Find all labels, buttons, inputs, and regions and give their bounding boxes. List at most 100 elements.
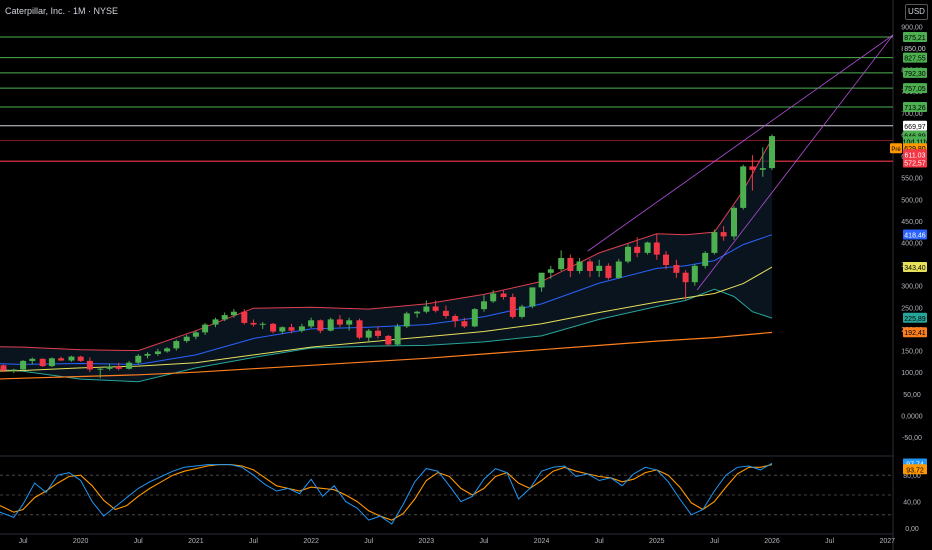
time-tick-label: Jul bbox=[134, 538, 143, 545]
channel-lower-line bbox=[696, 34, 894, 291]
candle-body bbox=[452, 316, 459, 322]
candle-body bbox=[432, 306, 439, 311]
candle-body bbox=[653, 242, 660, 255]
time-tick-label: Jul bbox=[479, 538, 488, 545]
candle-body bbox=[135, 355, 142, 363]
candles bbox=[0, 134, 775, 379]
price-tag-label: 418,46 bbox=[904, 233, 926, 240]
price-axis: 900,00850,00800,00750,00700,00650,00600,… bbox=[890, 24, 927, 533]
candle-body bbox=[173, 341, 180, 349]
candle-body bbox=[39, 358, 46, 367]
pre-market-badge-label: Pré bbox=[891, 147, 901, 153]
candle-body bbox=[509, 297, 516, 317]
candle-body bbox=[144, 354, 151, 356]
price-tag-label: 713,26 bbox=[904, 105, 926, 112]
stoch-k-line bbox=[0, 462, 773, 525]
candle-body bbox=[740, 166, 747, 208]
candle-body bbox=[596, 265, 603, 271]
price-tag bbox=[903, 229, 927, 240]
currency-button[interactable]: USD bbox=[905, 4, 928, 20]
price-tag bbox=[903, 42, 927, 53]
candle-body bbox=[0, 365, 7, 371]
price-tick-label: 450,00 bbox=[901, 219, 923, 226]
candle-body bbox=[711, 232, 718, 253]
candle-body bbox=[192, 332, 199, 337]
price-tick-label: 400,00 bbox=[901, 240, 923, 247]
price-tick-label: 50,00 bbox=[903, 392, 921, 399]
candle-body bbox=[68, 356, 75, 361]
candle-body bbox=[202, 324, 209, 333]
candle-body bbox=[317, 320, 324, 331]
candle-body bbox=[605, 265, 612, 278]
grid bbox=[0, 0, 894, 550]
candle-body bbox=[720, 232, 727, 237]
candle-body bbox=[250, 322, 257, 325]
time-tick-label: 2023 bbox=[419, 538, 435, 545]
candle-body bbox=[547, 269, 554, 273]
candle-body bbox=[58, 358, 65, 361]
candle-body bbox=[691, 265, 698, 283]
candle-body bbox=[442, 310, 449, 316]
price-tag-label: 611,03 bbox=[905, 152, 926, 159]
pre-market-badge bbox=[890, 143, 902, 154]
candle-body bbox=[567, 258, 574, 271]
oscillator-tick-label: 0,00 bbox=[905, 526, 919, 533]
candle-body bbox=[288, 327, 295, 331]
candle-body bbox=[519, 306, 525, 317]
price-tag bbox=[903, 52, 927, 63]
candle-body bbox=[10, 369, 17, 371]
price-tag bbox=[903, 102, 927, 113]
level-lines bbox=[0, 36, 893, 162]
candle-body bbox=[279, 327, 286, 332]
candle-body bbox=[403, 313, 410, 327]
price-tick-label: 100,00 bbox=[901, 370, 923, 377]
candle-body bbox=[490, 293, 497, 302]
candle-body bbox=[298, 326, 305, 331]
candle-body bbox=[576, 261, 583, 271]
candle-body bbox=[538, 272, 545, 288]
price-tag-label: 875,21 bbox=[904, 35, 926, 42]
price-tick-label: 0,0000 bbox=[901, 413, 923, 420]
candle-body bbox=[308, 320, 315, 327]
candle-body bbox=[77, 356, 84, 361]
oscillator-tag-label: 93,72 bbox=[906, 467, 924, 474]
candle-body bbox=[29, 358, 36, 361]
price-tag bbox=[903, 261, 927, 272]
candle-body bbox=[394, 326, 401, 345]
channel-lines bbox=[587, 34, 894, 291]
time-tick-label: Jul bbox=[710, 538, 719, 545]
time-tick-label: 2025 bbox=[649, 538, 665, 545]
candle-body bbox=[48, 358, 55, 367]
price-tag-label: 10d 11h bbox=[903, 139, 928, 146]
candle-body bbox=[471, 309, 478, 327]
candle-body bbox=[749, 166, 756, 170]
price-tag-label: 850,00 bbox=[904, 46, 926, 53]
oscillator-tag bbox=[903, 464, 927, 475]
bollinger-band-fill bbox=[0, 138, 772, 382]
candle-body bbox=[385, 335, 392, 345]
candle-body bbox=[126, 362, 133, 369]
price-tag bbox=[903, 120, 927, 131]
time-tick-label: 2027 bbox=[879, 538, 895, 545]
price-tag-label: 572,57 bbox=[904, 161, 926, 168]
candle-body bbox=[625, 246, 631, 262]
candle-body bbox=[702, 252, 709, 266]
time-tick-label: Jul bbox=[249, 538, 258, 545]
stoch-d-line bbox=[0, 464, 773, 521]
price-tick-label: 550,00 bbox=[901, 176, 923, 183]
candle-body bbox=[336, 319, 343, 325]
price-tag-label: 343,40 bbox=[904, 265, 926, 272]
candle-body bbox=[241, 311, 248, 323]
candle-body bbox=[731, 207, 737, 237]
candle-body bbox=[759, 168, 766, 170]
candle-body bbox=[365, 330, 372, 338]
price-tag bbox=[903, 67, 927, 78]
oscillator-tick-label: 80,00 bbox=[903, 473, 921, 480]
price-tag bbox=[903, 312, 927, 323]
candle-body bbox=[414, 311, 421, 314]
candle-body bbox=[356, 320, 363, 338]
channel-upper-line bbox=[587, 34, 894, 252]
price-tag bbox=[903, 32, 927, 43]
candle-body bbox=[259, 323, 266, 325]
